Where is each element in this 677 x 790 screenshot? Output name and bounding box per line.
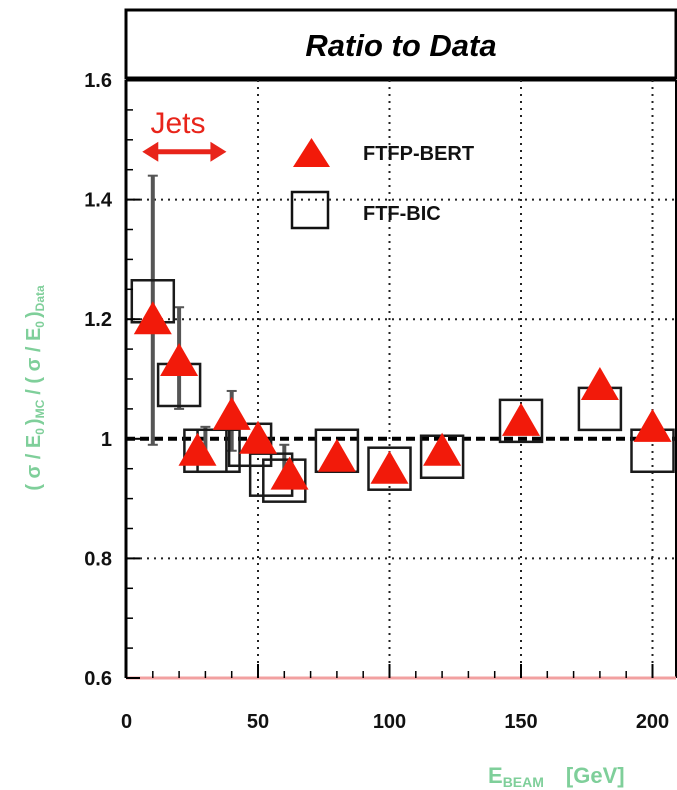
x-tick-label: 50 [247, 711, 269, 733]
y-tick-label: 1.4 [84, 190, 113, 212]
ftfp-bert-marker [239, 420, 277, 454]
legend-triangle-marker [293, 138, 330, 167]
axis-ticks [125, 79, 654, 679]
jets-arrow-head-left [142, 141, 159, 162]
y-tick-label: 1 [101, 429, 112, 451]
ftfp-bert-marker [212, 396, 251, 430]
ftfp-bert-marker [178, 432, 217, 466]
ftfp-bert-marker [160, 343, 199, 377]
jets-arrow-head-right [210, 141, 227, 162]
y-axis-label: ( σ / E0)MC/ ( σ / E0)Data [23, 285, 47, 491]
x-tick-label: 0 [121, 711, 132, 733]
ftfp-bert-marker [502, 402, 540, 436]
ftfp-bert-marker [633, 408, 672, 442]
ftfp-bert-marker [317, 438, 356, 472]
y-tick-label: 0.6 [84, 668, 112, 690]
x-tick-label: 200 [636, 711, 669, 733]
ftfp-bert-marker [133, 301, 172, 335]
jets-label: Jets [150, 107, 205, 140]
ftf-bic-marker [498, 398, 544, 444]
x-tick-label: 100 [373, 711, 406, 733]
ftfp-bert-marker [270, 456, 309, 490]
y-tick-label: 1.6 [84, 70, 112, 92]
tick-labels: 0 50 100 150 200 0.6 0.8 1 1.2 1.4 1.6 [84, 70, 669, 733]
jets-annotation: Jets [142, 107, 227, 162]
ftfp-bert-marker [370, 450, 409, 484]
ftf-bic-marker [367, 446, 412, 491]
legend-label-ftfp-bert: FTFP-BERT [363, 143, 474, 165]
legend-square-marker [290, 190, 330, 230]
series-ftfp-bert [133, 301, 672, 490]
chart-title: Ratio to Data [305, 28, 496, 63]
title-box [124, 8, 677, 80]
ftfp-bert-marker [423, 432, 462, 466]
x-tick-label: 150 [504, 711, 537, 733]
ftf-bic-marker [262, 458, 307, 503]
y-tick-label: 1.2 [84, 309, 112, 331]
legend: FTFP-BERT FTF-BIC [290, 138, 474, 230]
grid-lines [126, 80, 676, 678]
x-axis-label: EBEAM [GeV] [488, 763, 625, 790]
ftfp-bert-marker [580, 366, 619, 400]
legend-label-ftf-bic: FTF-BIC [363, 203, 441, 225]
y-tick-label: 0.8 [84, 548, 112, 570]
ftf-bic-marker [314, 428, 360, 474]
